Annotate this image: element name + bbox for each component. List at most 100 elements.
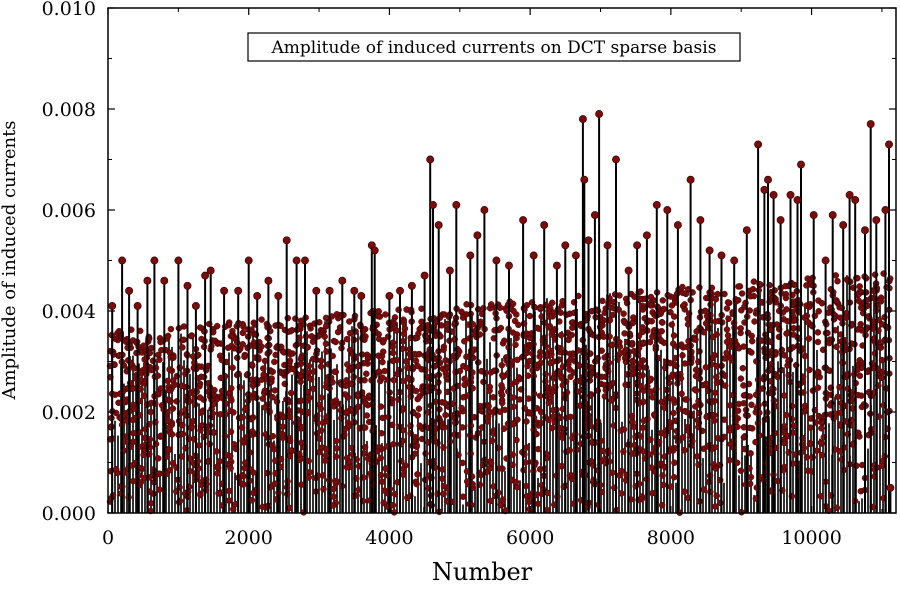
data-point-70	[769, 190, 778, 199]
data-point-3	[133, 301, 142, 310]
data-point-51	[590, 211, 599, 220]
data-point-57	[642, 231, 651, 240]
data-point-53	[603, 241, 612, 250]
data-point-86	[886, 483, 895, 492]
data-point-34	[434, 221, 443, 230]
data-point-2	[125, 286, 134, 295]
marker-texture	[106, 270, 894, 516]
x-axis-label: Number	[432, 558, 533, 586]
data-point-48	[578, 115, 587, 124]
data-point-12	[220, 286, 229, 295]
data-point-14	[244, 256, 253, 265]
data-point-25	[357, 291, 366, 300]
data-point-73	[793, 195, 802, 204]
data-point-8	[183, 281, 192, 290]
data-point-22	[325, 286, 334, 295]
data-point-45	[552, 261, 561, 270]
data-point-67	[754, 140, 763, 149]
data-point-20	[301, 256, 309, 265]
data-point-35	[445, 266, 454, 275]
data-point-47	[571, 251, 580, 260]
data-point-62	[696, 216, 705, 225]
data-point-80	[851, 195, 860, 204]
data-point-39	[480, 206, 489, 214]
chart-title: Amplitude of induced currents on DCT spa…	[271, 38, 717, 58]
data-point-77	[828, 211, 837, 220]
x-tick-label-3: 6000	[506, 527, 554, 549]
x-tick-label-4: 8000	[647, 527, 695, 549]
data-point-43	[529, 251, 538, 260]
data-point-36	[452, 200, 461, 209]
data-point-75	[809, 211, 818, 220]
data-point-16	[264, 276, 273, 285]
data-point-31	[420, 271, 429, 280]
data-point-27	[370, 246, 379, 255]
data-point-54	[612, 155, 620, 164]
data-point-24	[350, 286, 359, 295]
data-point-50	[584, 236, 593, 245]
data-point-61	[686, 175, 695, 184]
data-point-19	[292, 256, 301, 265]
legend-frame	[247, 32, 741, 62]
data-point-64	[717, 251, 726, 260]
data-point-79	[845, 190, 854, 199]
data-point-7	[174, 256, 183, 265]
x-tick-label-0: 0	[102, 527, 114, 549]
data-point-29	[396, 286, 404, 295]
y-tick-label-2: 0.004	[42, 301, 96, 323]
data-point-13	[234, 286, 243, 295]
data-point-65	[730, 256, 739, 265]
data-point-1	[118, 256, 127, 265]
data-point-81	[861, 226, 869, 235]
data-point-78	[839, 221, 848, 230]
data-point-56	[633, 241, 642, 250]
data-point-68	[760, 185, 769, 194]
data-markers	[108, 110, 895, 492]
data-point-17	[274, 291, 283, 300]
y-tick-label-0: 0.000	[42, 503, 96, 525]
x-axis-ticks: 0 2000 4000 6000 8000 10000	[102, 8, 883, 549]
data-point-4	[143, 276, 152, 285]
legend-box: Amplitude of induced currents on DCT spa…	[247, 32, 741, 62]
data-point-10	[201, 271, 210, 280]
data-point-11	[206, 266, 215, 275]
data-point-84	[881, 206, 890, 214]
data-point-44	[540, 221, 549, 230]
data-point-60	[673, 221, 682, 230]
data-point-41	[505, 261, 513, 270]
y-tick-label-3: 0.006	[42, 200, 96, 222]
data-point-21	[312, 286, 321, 295]
stem-field	[106, 270, 894, 516]
y-tick-label-1: 0.002	[42, 402, 96, 424]
data-point-5	[150, 256, 159, 265]
y-axis-label: Amplitude of induced currents	[0, 120, 20, 400]
data-point-18	[282, 236, 291, 245]
data-point-55	[624, 266, 633, 275]
data-point-72	[786, 190, 795, 199]
data-point-74	[797, 160, 805, 169]
data-point-28	[385, 291, 394, 300]
x-tick-label-1: 2000	[225, 527, 273, 549]
data-point-52	[595, 110, 604, 118]
data-point-33	[429, 200, 437, 209]
data-point-69	[764, 175, 772, 184]
data-point-32	[426, 155, 435, 164]
data-point-76	[821, 256, 830, 265]
data-point-38	[473, 231, 482, 240]
data-point-58	[652, 200, 661, 209]
data-point-49	[580, 175, 589, 184]
data-point-0	[108, 301, 117, 310]
data-point-46	[561, 241, 570, 250]
data-point-63	[705, 246, 714, 255]
data-point-9	[191, 301, 200, 310]
data-point-59	[663, 206, 672, 214]
data-point-23	[338, 276, 347, 285]
data-point-30	[407, 281, 416, 290]
data-point-42	[519, 216, 528, 225]
data-point-85	[885, 140, 893, 149]
x-tick-label-2: 4000	[365, 527, 413, 549]
data-point-15	[253, 291, 262, 300]
data-point-82	[866, 120, 875, 129]
stem-lines	[111, 114, 892, 513]
y-axis-ticks: 0.000 0.002 0.004 0.006 0.008 0.010	[42, 0, 896, 525]
